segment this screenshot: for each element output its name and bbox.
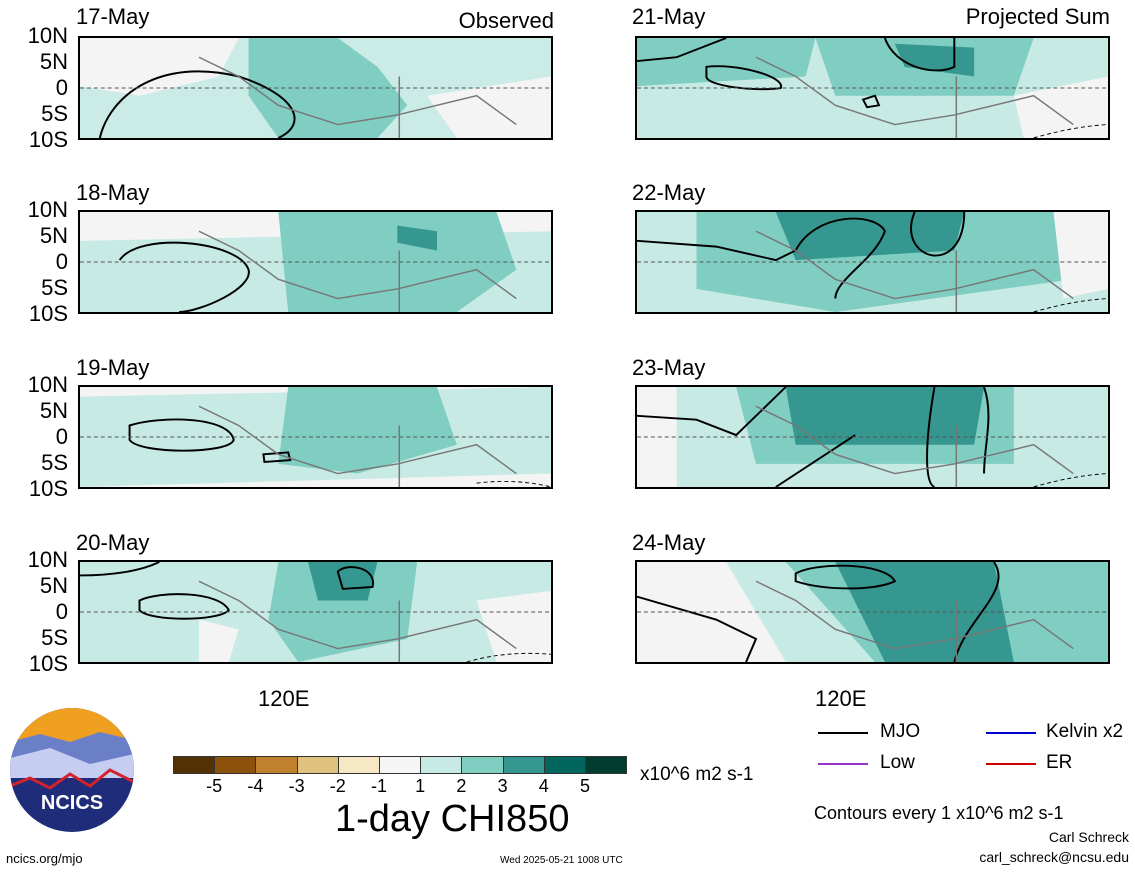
credit-name: Carl Schreck [1048,829,1129,845]
lat-label: 10N [27,197,68,222]
lat-label: 5N [39,398,68,423]
colorbar-tick-label: 5 [579,776,590,796]
lon-label: 120E [258,686,310,711]
panel-tag: Observed [458,8,554,33]
panel-date: 22-May [632,180,706,205]
lat-label: 5N [39,573,68,598]
contours-note: Contours every 1 x10^6 m2 s-1 [814,803,1064,823]
map-panel [635,560,1110,664]
lat-label: 5N [39,223,68,248]
panel-date: 24-May [632,530,706,555]
colorbar-swatch [173,756,216,774]
colorbar-swatch [420,756,463,774]
map-panel [78,210,553,314]
legend-er-line [986,763,1036,765]
lat-label: 10S [28,127,68,152]
lat-label: 0 [55,75,68,100]
panel-date: 17-May [76,4,150,29]
colorbar-units: x10^6 m2 s-1 [640,764,754,785]
lat-label: 0 [55,599,68,624]
colorbar-tick-label: 2 [456,776,467,796]
colorbar-tick-label: -4 [247,776,264,796]
lat-label: 5S [41,450,68,475]
map-panel [635,385,1110,489]
panel-date: 20-May [76,530,150,555]
colorbar-swatch [255,756,298,774]
colorbar-tick-label: -3 [288,776,305,796]
lat-label: 5S [41,101,68,126]
source-url: ncics.org/mjo [6,851,83,866]
colorbar-tick-label: 1 [415,776,426,796]
lat-label: 0 [55,424,68,449]
lon-label: 120E [815,686,867,711]
map-panel [78,385,553,489]
colorbar-swatch [337,756,380,774]
legend-mjo-label: MJO [880,721,921,742]
legend-low-label: Low [880,752,915,773]
colorbar-tick-label: 4 [538,776,549,796]
lat-label: 10N [27,372,68,397]
colorbar-swatch [379,756,422,774]
colorbar-swatch [461,756,504,774]
map-panel [635,36,1110,140]
lat-label: 5S [41,625,68,650]
map-panel [78,36,553,140]
credit-email: carl_schreck@ncsu.edu [979,849,1129,865]
map-panel [78,560,553,664]
colorbar-swatch [214,756,257,774]
legend-low-line [818,763,868,765]
timestamp: Wed 2025-05-21 1008 UTC [500,855,623,866]
colorbar-swatch [502,756,545,774]
lat-label: 10S [28,476,68,501]
lat-label: 10S [28,301,68,326]
colorbar-swatch [296,756,339,774]
logo-text: NCICS [40,792,104,814]
panel-tag: Projected Sum [965,4,1110,29]
lat-label: 0 [55,249,68,274]
panel-date: 19-May [76,355,150,380]
legend-kelvin-label: Kelvin x2 [1046,721,1124,742]
lat-label: 10S [28,651,68,676]
colorbar-tick-label: -1 [370,776,387,796]
lat-label: 5N [39,49,68,74]
lat-label: 10N [27,547,68,572]
colorbar-tick-label: -2 [329,776,346,796]
colorbar-tick-label: 3 [497,776,508,796]
map-panel [635,210,1110,314]
ncics-logo: NCICS [10,708,134,832]
lat-label: 10N [27,23,68,48]
panel-date: 23-May [632,355,706,380]
panel-date: 21-May [632,4,706,29]
panel-date: 18-May [76,180,150,205]
legend-er-label: ER [1046,752,1073,773]
colorbar-swatch [585,756,628,774]
colorbar-swatch [543,756,586,774]
legend-mjo-line [818,732,868,734]
colorbar-tick-label: -5 [206,776,223,796]
figure-title: 1-day CHI850 [335,798,570,840]
legend-kelvin-line [986,732,1036,734]
lat-label: 5S [41,275,68,300]
